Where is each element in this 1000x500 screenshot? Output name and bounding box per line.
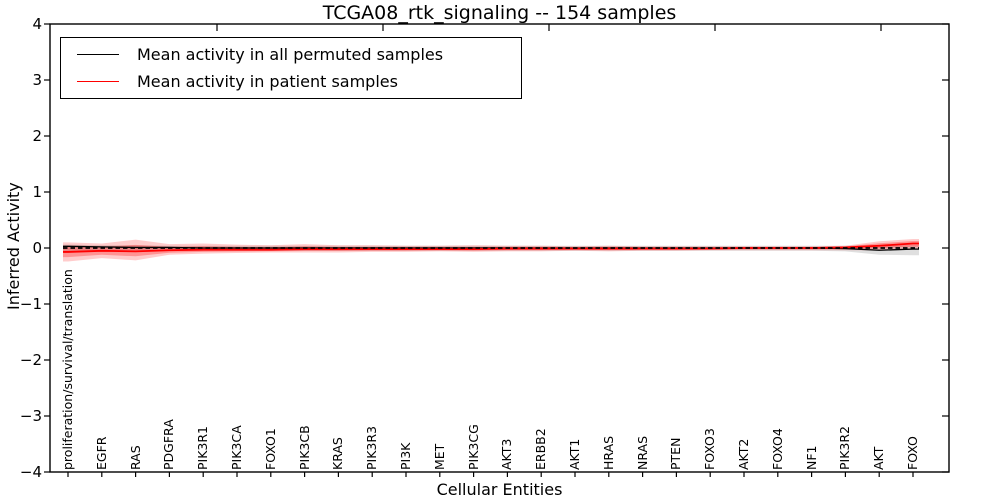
x-tick-label: ERBB2	[533, 428, 549, 470]
x-tick-label: RAS	[127, 445, 143, 470]
y-tick-label: 2	[32, 127, 42, 145]
x-tick-label: NF1	[803, 445, 819, 471]
y-tick-label: 1	[32, 183, 42, 201]
x-tick-label: FOXO1	[262, 428, 278, 470]
x-tick-label: HRAS	[600, 435, 616, 470]
x-axis-label: Cellular Entities	[436, 480, 563, 499]
x-tick-label: PIK3CA	[229, 425, 244, 470]
x-tick-label: PI3K	[398, 442, 413, 470]
y-tick-label: 4	[32, 15, 42, 33]
legend-line-permuted	[77, 54, 119, 56]
legend-label-permuted: Mean activity in all permuted samples	[137, 45, 444, 65]
x-tick-label: PIK3CB	[296, 425, 312, 470]
legend-line-patient	[77, 80, 119, 82]
x-tick-label: PTEN	[668, 437, 684, 470]
x-tick-label: NRAS	[634, 435, 650, 470]
legend-entry-patient: Mean activity in patient samples	[77, 72, 521, 91]
legend-entry-permuted: Mean activity in all permuted samples	[77, 45, 521, 64]
x-tick-label: AKT3	[499, 438, 515, 470]
legend-label-patient: Mean activity in patient samples	[137, 71, 398, 91]
x-tick-label: FOXO	[905, 436, 920, 470]
x-tick-label: PIK3R2	[837, 425, 853, 470]
x-tick-label: PIK3CG	[465, 424, 481, 470]
y-tick-label: −2	[19, 351, 42, 369]
x-tick-label: PIK3R3	[364, 425, 380, 470]
y-tick-label: −3	[19, 407, 42, 425]
x-tick-label: EGFR	[93, 436, 109, 470]
x-tick-label: PDGFRA	[161, 419, 177, 470]
x-tick-label: AKT	[871, 446, 887, 470]
y-tick-label: 0	[32, 239, 42, 257]
x-tick-label: MET	[431, 443, 447, 470]
y-tick-label: −4	[19, 463, 42, 481]
x-tick-label: proliferation/survival/translation	[60, 269, 75, 470]
y-tick-label: 3	[32, 71, 42, 89]
x-tick-label: FOXO4	[769, 428, 785, 470]
patient-std-band-outer	[63, 239, 919, 262]
x-tick-label: KRAS	[330, 437, 346, 470]
legend: Mean activity in all permuted samples Me…	[60, 37, 522, 99]
x-tick-label: AKT2	[736, 438, 751, 470]
x-tick-label: PIK3R1	[195, 425, 211, 470]
x-tick-label: AKT1	[567, 438, 582, 470]
x-tick-label: FOXO3	[702, 428, 718, 470]
y-tick-label: −1	[19, 295, 42, 313]
chart-title: TCGA08_rtk_signaling -- 154 samples	[322, 2, 677, 24]
